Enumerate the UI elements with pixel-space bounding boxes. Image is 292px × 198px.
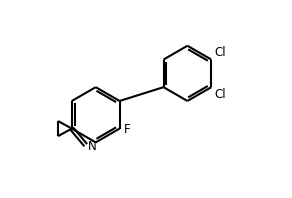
Text: Cl: Cl [214, 88, 226, 101]
Text: F: F [124, 123, 130, 136]
Text: N: N [88, 140, 96, 153]
Text: Cl: Cl [214, 46, 226, 59]
